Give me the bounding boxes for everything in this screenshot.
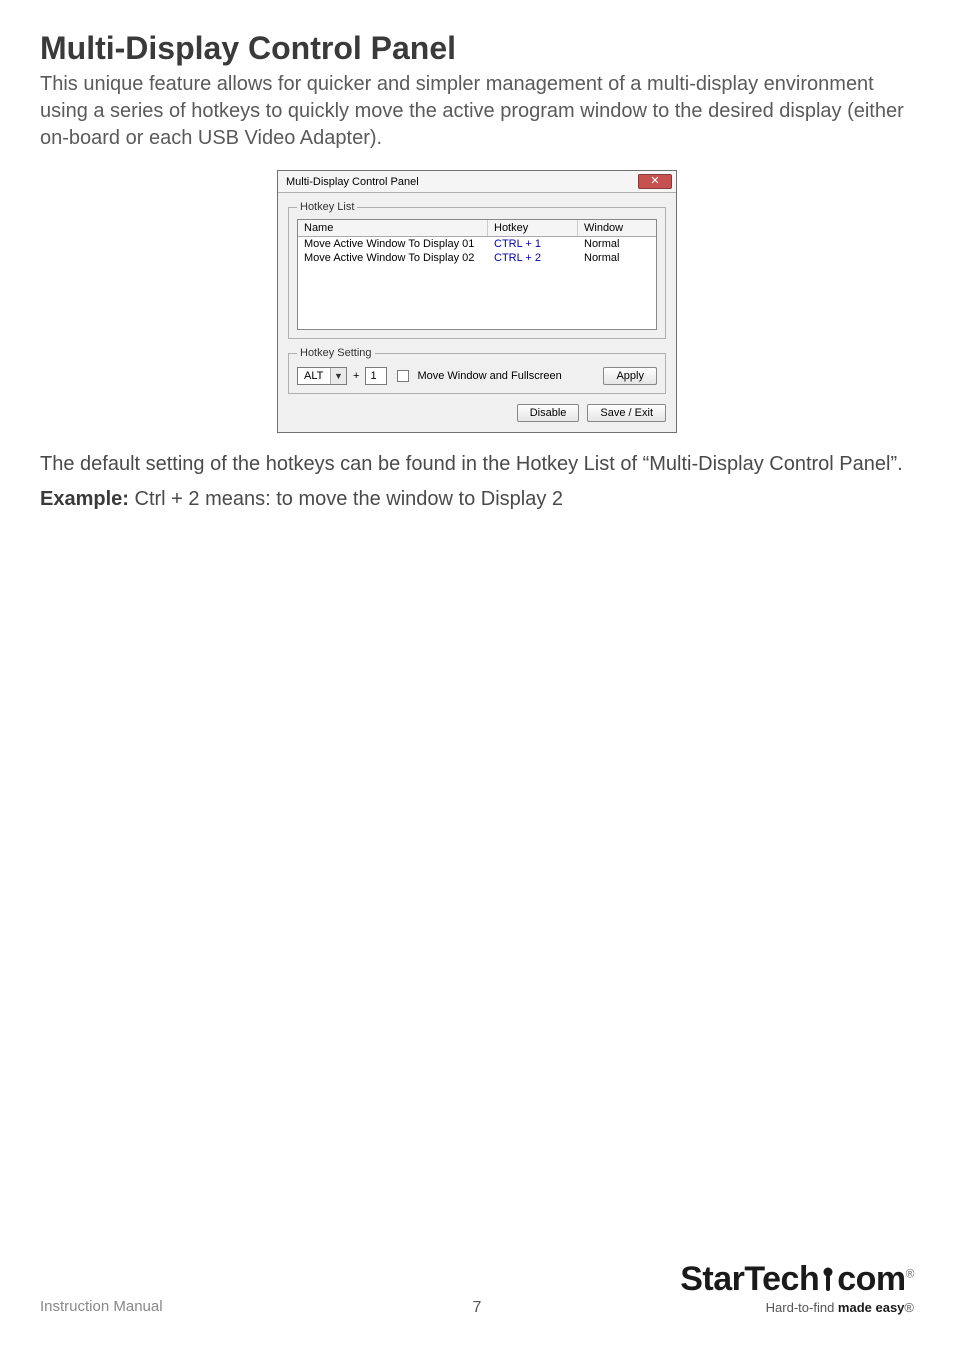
- modifier-select[interactable]: ALT ▼: [297, 367, 347, 385]
- disable-button[interactable]: Disable: [517, 404, 580, 422]
- logo-block: StarTechcom® Hard-to-find made easy®: [680, 1262, 914, 1315]
- example-line: Example: Ctrl + 2 means: to move the win…: [40, 488, 914, 511]
- footer-left-label: Instruction Manual: [40, 1298, 163, 1315]
- close-button[interactable]: ✕: [638, 174, 672, 189]
- col-header-hotkey[interactable]: Hotkey: [488, 220, 578, 236]
- example-text: Ctrl + 2 means: to move the window to Di…: [129, 488, 563, 510]
- tagline-bold: made easy: [838, 1300, 905, 1315]
- logo-text-suffix: com: [837, 1260, 905, 1298]
- table-header: Name Hotkey Window: [298, 220, 656, 237]
- page-title: Multi-Display Control Panel: [40, 30, 914, 67]
- hotkey-setting-fieldset: Hotkey Setting ALT ▼ + 1 Move Window and…: [288, 347, 666, 394]
- dialog-bottom-buttons: Disable Save / Exit: [288, 404, 666, 422]
- logo-dot-icon: [819, 1266, 837, 1294]
- cell-name: Move Active Window To Display 02: [298, 252, 488, 264]
- page-footer: Instruction Manual 7 StarTechcom® Hard-t…: [40, 1262, 914, 1315]
- registered-mark: ®: [906, 1267, 914, 1281]
- logo-tagline: Hard-to-find made easy®: [680, 1300, 914, 1315]
- fullscreen-checkbox-label: Move Window and Fullscreen: [417, 370, 561, 382]
- tagline-reg: ®: [904, 1300, 914, 1315]
- apply-button[interactable]: Apply: [603, 367, 657, 385]
- cell-name: Move Active Window To Display 01: [298, 238, 488, 250]
- hotkey-list-fieldset: Hotkey List Name Hotkey Window Move Acti…: [288, 201, 666, 339]
- cell-window: Normal: [578, 252, 656, 264]
- example-label: Example:: [40, 488, 129, 510]
- dialog-titlebar: Multi-Display Control Panel ✕: [278, 171, 676, 193]
- dialog-screenshot: Multi-Display Control Panel ✕ Hotkey Lis…: [40, 170, 914, 433]
- table-row[interactable]: Move Active Window To Display 02 CTRL + …: [298, 251, 656, 265]
- intro-paragraph: This unique feature allows for quicker a…: [40, 71, 914, 152]
- multi-display-dialog: Multi-Display Control Panel ✕ Hotkey Lis…: [277, 170, 677, 433]
- dialog-title: Multi-Display Control Panel: [286, 176, 419, 188]
- chevron-down-icon: ▼: [330, 368, 346, 384]
- cell-hotkey: CTRL + 2: [488, 252, 578, 264]
- col-header-window[interactable]: Window: [578, 220, 656, 236]
- dialog-body: Hotkey List Name Hotkey Window Move Acti…: [278, 193, 676, 432]
- save-exit-button[interactable]: Save / Exit: [587, 404, 666, 422]
- table-body: Move Active Window To Display 01 CTRL + …: [298, 237, 656, 329]
- startech-logo: StarTech com®: [680, 1262, 914, 1296]
- hotkey-table: Name Hotkey Window Move Active Window To…: [297, 219, 657, 330]
- cell-window: Normal: [578, 238, 656, 250]
- tagline-pre: Hard-to-find: [766, 1300, 838, 1315]
- logo-text-main: StarTech: [680, 1260, 819, 1298]
- hotkey-setting-row: ALT ▼ + 1 Move Window and Fullscreen App…: [297, 365, 657, 385]
- table-row[interactable]: Move Active Window To Display 01 CTRL + …: [298, 237, 656, 251]
- fullscreen-checkbox[interactable]: [397, 370, 409, 382]
- page-number: 7: [473, 1299, 482, 1317]
- modifier-value: ALT: [298, 370, 330, 382]
- close-icon: ✕: [650, 176, 659, 187]
- hotkey-list-legend: Hotkey List: [297, 201, 357, 213]
- hotkey-setting-legend: Hotkey Setting: [297, 347, 375, 359]
- cell-hotkey: CTRL + 1: [488, 238, 578, 250]
- key-number-input[interactable]: 1: [365, 367, 387, 385]
- body-paragraph: The default setting of the hotkeys can b…: [40, 451, 914, 478]
- col-header-name[interactable]: Name: [298, 220, 488, 236]
- plus-label: +: [351, 370, 361, 382]
